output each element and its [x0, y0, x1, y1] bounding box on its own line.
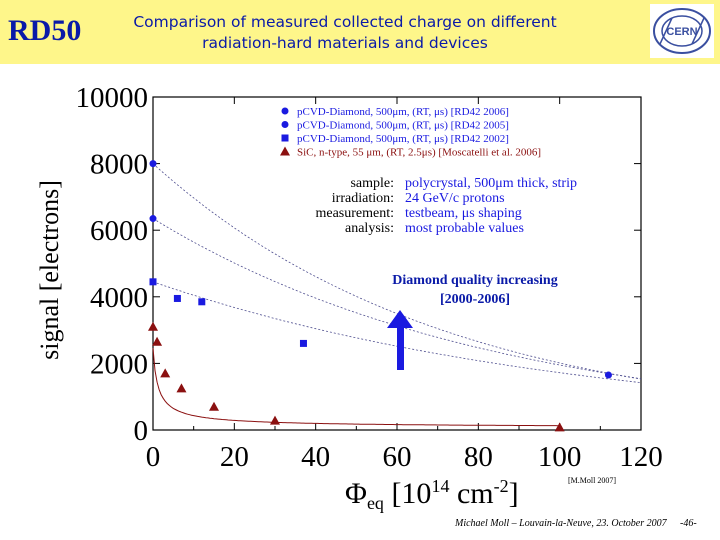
data-point-series-3: [176, 383, 187, 393]
data-point-series-3: [148, 321, 158, 331]
page-number: -46-: [680, 518, 697, 529]
data-point-series-2: [149, 278, 157, 286]
y-tick-label: 4000: [90, 282, 148, 314]
x-tick-label: 120: [619, 441, 663, 473]
x-label-sup: 14: [431, 476, 449, 496]
annotation-line-1: Diamond quality increasing: [392, 273, 557, 288]
y-tick-label: 2000: [90, 348, 148, 380]
legend-marker-0: [281, 107, 289, 115]
info-block: sample: polycrystal, 500μm thick, strip ir…: [315, 176, 577, 236]
info-value: 24 GeV/c protons: [405, 191, 505, 206]
x-label-sub: eq: [367, 493, 384, 513]
x-tick-label: 60: [383, 441, 412, 473]
info-value: testbeam, μs shaping: [405, 206, 522, 221]
data-point-series-3: [209, 401, 219, 411]
info-value: most probable values: [405, 221, 524, 236]
info-label: irradiation:: [332, 191, 394, 206]
legend-entry: pCVD-Diamond, 500μm, (RT, μs) [RD42 2005…: [297, 120, 509, 132]
info-label: analysis:: [345, 221, 394, 236]
x-tick-label: 80: [464, 441, 493, 473]
data-point-series-3: [554, 422, 565, 432]
legend: pCVD-Diamond, 500μm, (RT, μs) [RD42 2006…: [280, 106, 541, 159]
data-point-series-1: [149, 215, 157, 223]
annotation-line-2: [2000-2006]: [440, 292, 510, 307]
axis-ticks: 0 20 40 60 80 100 120 0 2000 4000 6000 8000 10000: [76, 82, 663, 473]
x-label-unit-sup: -2: [494, 476, 509, 496]
diamond-fit-curve: [152, 163, 642, 380]
info-label: sample:: [350, 176, 394, 191]
y-tick-label: 6000: [90, 215, 148, 247]
diamond-fit-curve: [152, 218, 642, 380]
x-label-close: ]: [509, 477, 519, 510]
x-tick-label: 0: [146, 441, 161, 473]
legend-entry: SiC, n-type, 55 μm, (RT, 2.5μs) [Moscate…: [297, 147, 541, 159]
data-point-series-0: [604, 371, 612, 379]
y-axis-label: signal [electrons]: [35, 180, 64, 360]
data-point-series-2: [173, 294, 181, 302]
cern-logo-icon: CERN: [653, 8, 711, 54]
legend-entry: pCVD-Diamond, 500μm, (RT, μs) [RD42 2002…: [297, 133, 509, 145]
footer-credit: Michael Moll – Louvain-la-Neuve, 23. Oct…: [455, 518, 667, 529]
cern-logo: CERN: [650, 4, 714, 58]
x-label-phi: Φ: [345, 477, 367, 510]
data-point-series-3: [160, 368, 171, 378]
plot-credit: [M.Moll 2007]: [568, 476, 616, 485]
legend-marker-2: [281, 134, 289, 142]
y-tick-label: 10000: [76, 82, 149, 114]
x-tick-label: 100: [538, 441, 582, 473]
x-label-unit: cm: [449, 477, 493, 510]
x-tick-label: 20: [220, 441, 249, 473]
cern-logo-text: CERN: [666, 26, 697, 38]
header-bar: RD50 Comparison of measured collected ch…: [0, 0, 720, 64]
x-tick-label: 40: [301, 441, 330, 473]
data-point-series-3: [270, 415, 280, 425]
sic-fit-curve: [152, 348, 560, 427]
info-value: polycrystal, 500μm thick, strip: [405, 176, 577, 191]
rd50-badge: RD50: [8, 14, 82, 47]
title-line-1: Comparison of measured collected charge …: [133, 13, 557, 31]
info-label: measurement:: [315, 206, 394, 221]
data-point-series-0: [149, 160, 157, 168]
page-title: Comparison of measured collected charge …: [120, 12, 570, 54]
y-tick-label: 8000: [90, 149, 148, 181]
quality-arrow: [387, 310, 413, 370]
legend-marker-3: [280, 146, 290, 156]
data-point-series-2: [299, 339, 307, 347]
title-line-2: radiation-hard materials and devices: [202, 34, 488, 52]
y-tick-label: 0: [134, 415, 149, 447]
x-label-rest: [10: [384, 477, 432, 510]
data-point-series-3: [152, 336, 163, 346]
data-point-series-2: [198, 298, 206, 306]
data-markers: [148, 160, 612, 432]
legend-marker-1: [281, 121, 289, 128]
legend-entry: pCVD-Diamond, 500μm, (RT, μs) [RD42 2006…: [297, 106, 509, 118]
x-axis-label: Φeq [1014 cm-2]: [345, 476, 519, 513]
fit-curves: [152, 163, 642, 427]
